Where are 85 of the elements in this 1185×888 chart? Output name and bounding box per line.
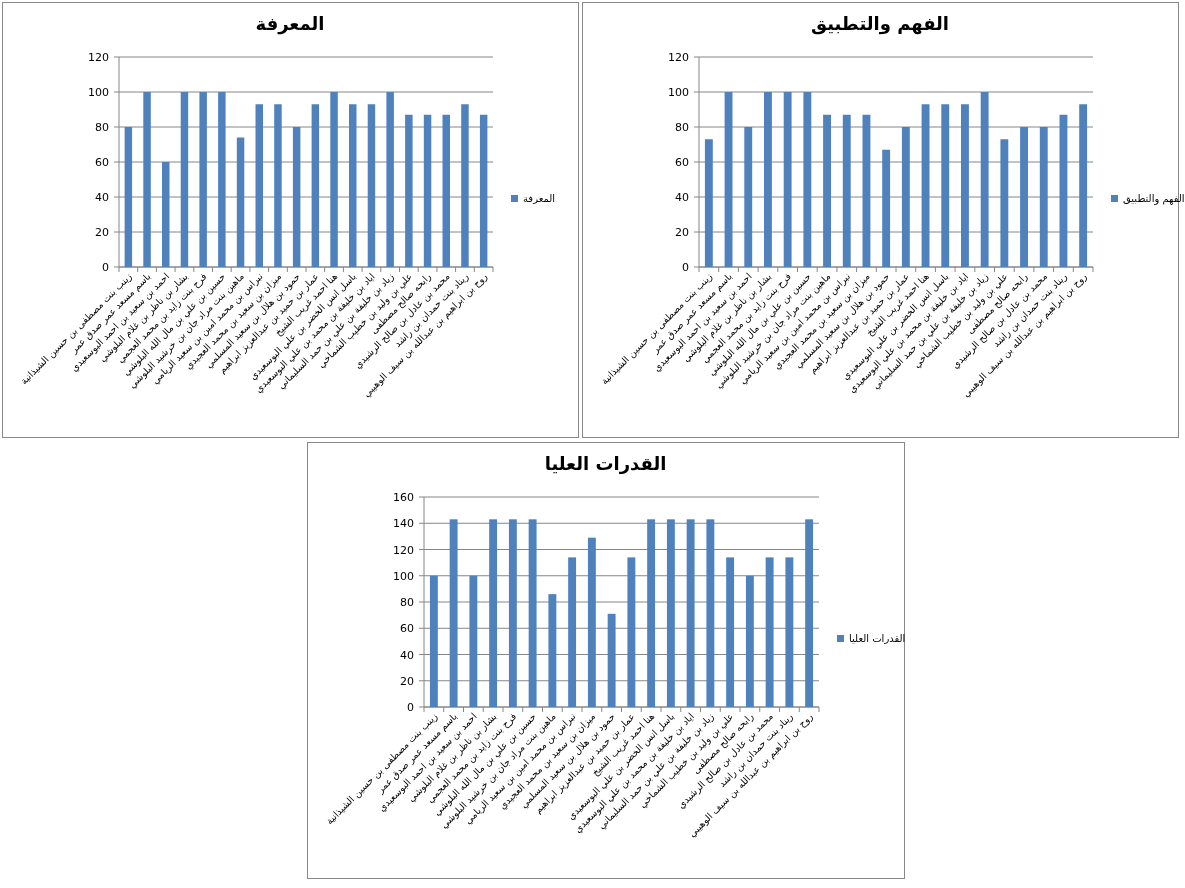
bar xyxy=(882,149,891,267)
bar xyxy=(961,104,969,267)
y-tick-label: 0 xyxy=(682,261,689,274)
bar xyxy=(349,104,357,267)
y-tick-label: 40 xyxy=(95,191,109,204)
bar xyxy=(607,613,616,707)
bar xyxy=(783,92,792,267)
bar xyxy=(901,127,910,267)
chart-title: الفهم والتطبيق xyxy=(810,13,950,35)
bar xyxy=(1079,104,1088,267)
bar xyxy=(449,519,458,707)
bar xyxy=(823,114,831,267)
bar xyxy=(124,127,133,267)
y-tick-label: 20 xyxy=(400,674,414,688)
bar xyxy=(405,114,413,267)
bar xyxy=(199,92,207,267)
bar xyxy=(980,92,989,267)
bar xyxy=(785,557,794,707)
bar xyxy=(627,557,636,707)
bar xyxy=(255,104,263,267)
bar xyxy=(765,557,774,707)
y-tick-label: 20 xyxy=(675,226,689,239)
y-tick-label: 40 xyxy=(400,648,414,662)
bar xyxy=(666,519,675,707)
bar xyxy=(218,92,226,267)
y-tick-label: 140 xyxy=(393,517,414,531)
bar xyxy=(367,104,376,267)
y-tick-label: 20 xyxy=(95,226,109,239)
bar xyxy=(1020,127,1028,267)
bar xyxy=(1000,139,1009,267)
bar xyxy=(442,114,450,267)
bar xyxy=(143,92,151,267)
bar xyxy=(686,519,695,707)
y-tick-label: 120 xyxy=(668,51,689,64)
y-tick-label: 120 xyxy=(393,543,414,557)
y-tick-label: 60 xyxy=(400,622,414,636)
bar xyxy=(704,139,713,267)
bar xyxy=(423,114,432,267)
bar xyxy=(489,519,498,707)
bar xyxy=(469,575,478,707)
bar xyxy=(461,104,469,267)
bar xyxy=(429,575,438,707)
bar xyxy=(744,127,753,267)
bar xyxy=(568,557,577,707)
bar xyxy=(842,114,851,267)
y-tick-label: 80 xyxy=(95,121,109,134)
bar xyxy=(508,519,517,707)
chart-title: القدرات العليا xyxy=(544,453,667,474)
bar xyxy=(941,104,950,267)
bar xyxy=(587,537,596,707)
y-tick-label: 100 xyxy=(668,86,689,99)
legend-label: الفهم والتطبيق xyxy=(1123,193,1185,205)
legend-label: المعرفة xyxy=(523,193,556,204)
y-tick-label: 100 xyxy=(393,569,414,583)
bar xyxy=(803,92,812,267)
bar xyxy=(745,575,754,707)
bar xyxy=(292,127,301,267)
bar xyxy=(805,519,814,707)
bar xyxy=(330,92,338,267)
y-tick-label: 0 xyxy=(102,261,109,274)
bar xyxy=(726,557,735,707)
legend-label: القدرات العليا xyxy=(849,633,906,644)
bar xyxy=(706,519,715,707)
bar xyxy=(647,519,656,707)
bar xyxy=(1039,127,1048,267)
y-tick-label: 60 xyxy=(675,156,689,169)
y-tick-label: 40 xyxy=(675,191,689,204)
bar xyxy=(548,594,557,707)
y-tick-label: 100 xyxy=(88,86,109,99)
bar xyxy=(274,104,282,267)
bar xyxy=(386,92,394,267)
y-tick-label: 80 xyxy=(675,121,689,134)
y-tick-label: 0 xyxy=(407,701,414,714)
y-tick-label: 80 xyxy=(400,596,414,609)
bar xyxy=(528,519,537,707)
bar xyxy=(479,114,488,267)
chart-title: المعرفة xyxy=(255,13,325,35)
bar xyxy=(236,137,245,267)
bar xyxy=(180,92,189,267)
y-tick-label: 60 xyxy=(95,156,109,169)
bar xyxy=(162,162,170,267)
y-tick-label: 120 xyxy=(88,51,109,64)
bar xyxy=(311,104,320,267)
y-tick-label: 160 xyxy=(393,491,414,504)
bar xyxy=(764,92,772,267)
